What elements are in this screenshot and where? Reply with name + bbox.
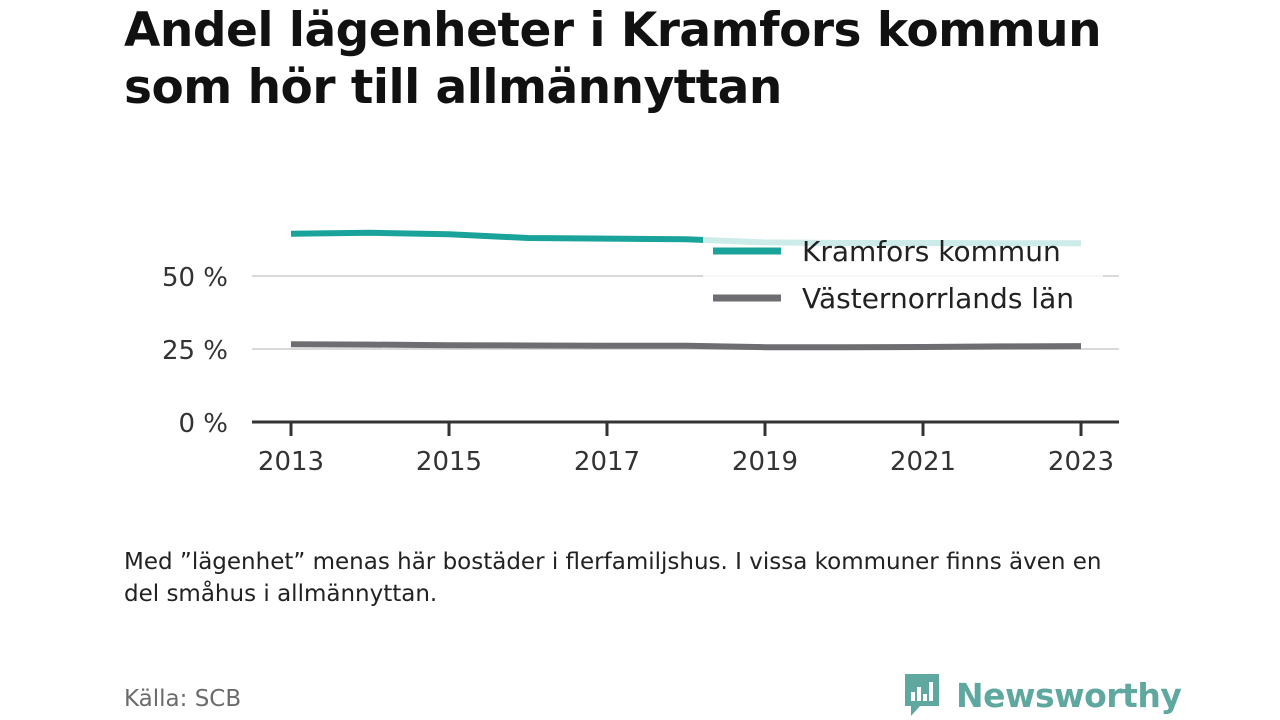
x-tick-label: 2013 <box>258 447 324 477</box>
newsworthy-logo-icon <box>905 674 939 716</box>
y-tick-label: 25 % <box>162 336 228 366</box>
x-tick-label: 2023 <box>1048 447 1114 477</box>
x-tick-label: 2015 <box>416 447 482 477</box>
chart-note: Med ”lägenhet” menas här bostäder i fler… <box>124 549 1102 607</box>
x-tick-label: 2017 <box>574 447 640 477</box>
source-label: Källa: SCB <box>124 686 242 712</box>
y-tick-label: 0 % <box>178 409 228 439</box>
x-tick-label: 2021 <box>890 447 956 477</box>
brand-name: Newsworthy <box>956 675 1182 715</box>
chart-title: Andel lägenheter i Kramfors kommun som h… <box>124 3 1102 115</box>
legend-label: Kramfors kommun <box>802 235 1061 268</box>
lan-line <box>290 341 1082 351</box>
line-chart: 0 % 25 % 50 % Kramfors kommun Västernorrland… <box>162 229 1119 477</box>
y-tick-label: 50 % <box>162 263 228 293</box>
legend-label: Västernorrlands län <box>802 282 1074 315</box>
x-tick-label: 2019 <box>732 447 798 477</box>
brand-logo: Newsworthy <box>902 672 1182 718</box>
